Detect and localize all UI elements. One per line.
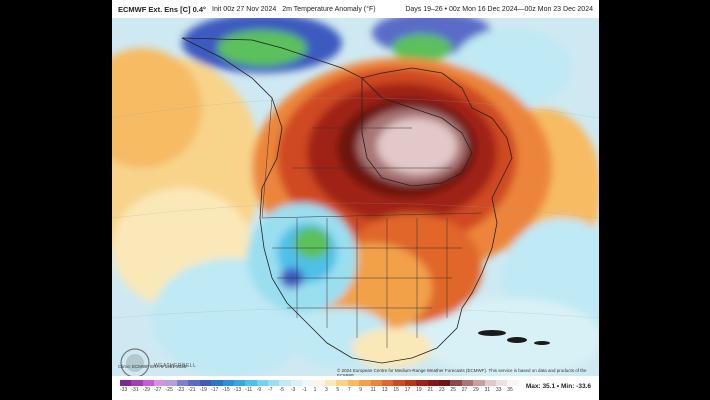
color-scale-tick: -17: [211, 387, 219, 393]
color-scale-tick: -31: [131, 387, 139, 393]
min-value: Min: -33.6: [561, 383, 591, 390]
color-scale-cell: [427, 380, 439, 386]
color-scale-cell: [495, 380, 508, 386]
color-scale-cell: [507, 380, 519, 386]
color-scale-ticks: -33 -31 -29 -27 -25 -23 -21 -19 -17 -15 -13 -11 -9 -7…: [120, 387, 519, 395]
max-value: Max: 35.1: [525, 383, 556, 390]
color-scale-cell: [404, 380, 417, 386]
color-scale-cell: [165, 380, 177, 386]
color-scale-cell: [290, 380, 303, 386]
color-scale-tick: 29: [473, 387, 479, 393]
caribbean-islands: [478, 330, 550, 345]
color-scale-tick: -27: [154, 387, 162, 393]
color-scale-cell: [268, 380, 280, 386]
color-scale-cell: [256, 380, 269, 386]
color-scale-tick: 15: [393, 387, 399, 393]
color-scale-cell: [325, 380, 337, 386]
color-scale-tick: 9: [359, 387, 362, 393]
color-scale-tick: -33: [120, 387, 128, 393]
color-scale-cell: [176, 380, 189, 386]
copyright-credit: © 2024 European Centre for Medium-Range …: [337, 368, 587, 376]
color-scale-cell: [438, 380, 451, 386]
color-scale-cell: [359, 380, 371, 386]
color-scale-cell: [233, 380, 246, 386]
color-scale-cell: [142, 380, 155, 386]
legend: -33 -31 -29 -27 -25 -23 -21 -19 -17 -15 -13 -11 -9 -7…: [112, 376, 599, 400]
color-scale-cell: [381, 380, 394, 386]
color-scale-tick: -19: [199, 387, 207, 393]
map-graphic: [112, 18, 599, 376]
map-panel: ECMWF Ext. Ens [C] 0.4° Init 00z 27 Nov …: [112, 0, 599, 400]
color-scale-tick: 33: [495, 387, 502, 393]
climo-credit: Climo: ECMWF ERA-5 1991-2020: [118, 364, 187, 369]
color-scale: [120, 380, 519, 386]
anomaly-field: [112, 18, 599, 376]
color-scale-tick: 21: [427, 387, 434, 393]
color-scale-cell: [154, 380, 166, 386]
color-scale-cell: [347, 380, 360, 386]
color-scale-cell: [393, 380, 405, 386]
color-scale-tick: -21: [188, 387, 196, 393]
color-scale-tick: -13: [233, 387, 242, 393]
color-scale-cell: [120, 380, 132, 386]
color-scale-cell: [336, 380, 348, 386]
color-scale-tick: 11: [370, 387, 376, 393]
color-scale-cell: [473, 380, 485, 386]
color-scale-cell: [313, 380, 326, 386]
weatherbell-logo: [118, 346, 152, 376]
logo-text: WEATHERBELL: [154, 363, 197, 369]
color-scale-tick: -23: [176, 387, 185, 393]
title-bar: ECMWF Ext. Ens [C] 0.4° Init 00z 27 Nov …: [112, 0, 599, 18]
color-scale-tick: 13: [381, 387, 388, 393]
init-time: Init 00z 27 Nov 2024: [212, 5, 277, 13]
color-scale-tick: 19: [416, 387, 422, 393]
graticule: [112, 97, 599, 319]
color-scale-tick: 5: [336, 387, 340, 393]
color-scale-tick: 3: [325, 387, 328, 393]
color-scale-tick: 23: [438, 387, 445, 393]
color-scale-tick: 35: [507, 387, 513, 393]
field-name: 2m Temperature Anomaly (°F): [282, 5, 376, 13]
color-scale-cell: [484, 380, 496, 386]
color-scale-cell: [370, 380, 382, 386]
color-scale-tick: -5: [279, 387, 284, 393]
color-scale-cell: [450, 380, 462, 386]
model-name: ECMWF Ext. Ens [C] 0.4°: [118, 4, 207, 14]
color-scale-cell: [222, 380, 234, 386]
color-scale-cell: [131, 380, 143, 386]
color-scale-tick: 27: [461, 387, 468, 393]
color-scale-cell: [188, 380, 200, 386]
color-scale-tick: -11: [245, 387, 253, 393]
color-scale-cell: [461, 380, 474, 386]
color-scale-tick: 31: [484, 387, 491, 393]
color-scale-cell: [416, 380, 428, 386]
color-scale-tick: -3: [290, 387, 296, 393]
color-scale-tick: -1: [302, 387, 307, 393]
color-scale-tick: 17: [404, 387, 411, 393]
coastlines: [181, 37, 513, 364]
color-scale-tick: 7: [347, 387, 351, 393]
color-scale-tick: -9: [256, 387, 262, 393]
temperature-anomaly-map: WEATHERBELL Climo: ECMWF ERA-5 1991-2020…: [112, 18, 599, 376]
color-scale-tick: -7: [268, 387, 273, 393]
color-scale-cell: [245, 380, 257, 386]
color-scale-tick: 25: [450, 387, 456, 393]
color-scale-cell: [279, 380, 291, 386]
color-scale-tick: -29: [142, 387, 151, 393]
color-scale-tick: 1: [313, 387, 317, 393]
max-min-readout: Max: 35.1 • Min: -33.6: [525, 383, 591, 390]
color-scale-cell: [199, 380, 212, 386]
valid-period: Days 19–26 • 00z Mon 16 Dec 2024—00z Mon…: [405, 5, 593, 13]
color-scale-cell: [302, 380, 314, 386]
color-scale-cell: [211, 380, 223, 386]
color-scale-tick: -15: [222, 387, 230, 393]
color-scale-tick: -25: [165, 387, 173, 393]
